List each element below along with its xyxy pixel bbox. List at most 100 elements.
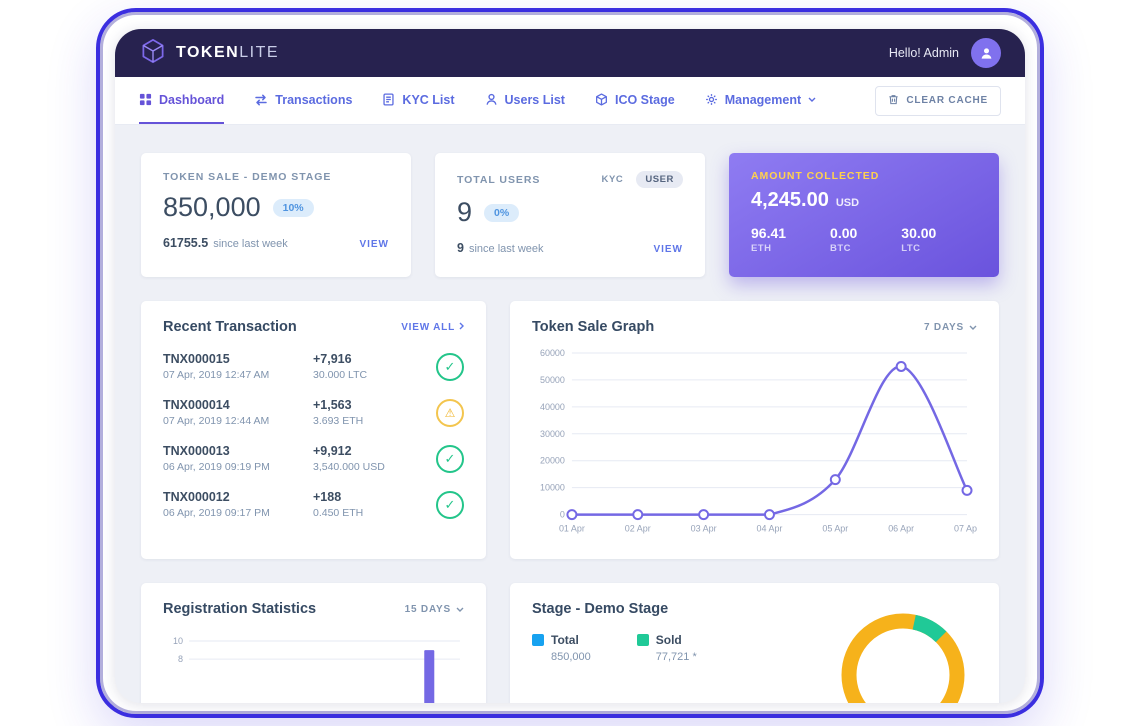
transaction-row[interactable]: TNX000014 07 Apr, 2019 12:44 AM +1,563 3.6… <box>163 398 464 427</box>
amount-collected-card: AMOUNT COLLECTED 4,245.00 USD 96.41 ETH … <box>729 153 999 277</box>
svg-text:03 Apr: 03 Apr <box>691 524 717 534</box>
greeting-text: Hello! Admin <box>888 46 959 60</box>
tokenlite-logo-icon <box>139 37 167 70</box>
swap-arrows-icon <box>254 93 268 107</box>
svg-text:20000: 20000 <box>540 456 565 466</box>
stage-card: Stage - Demo Stage Total 850,000 <box>510 583 999 703</box>
nav-label: Management <box>724 92 802 107</box>
nav-label: Transactions <box>275 92 353 107</box>
person-icon <box>981 47 991 59</box>
status-icon: ✓ <box>436 352 464 381</box>
legend-item-sold: Sold 77,721 * <box>636 633 697 663</box>
total-users-value: 9 <box>457 197 473 227</box>
amount-value: 4,245.00 <box>751 189 829 211</box>
amount-unit: USD <box>835 197 860 209</box>
token-sale-line-chart: 0 10000 20000 30000 40000 50000 60000 01 Apr 02 … <box>540 348 980 534</box>
grid-icon <box>139 93 152 106</box>
svg-text:8: 8 <box>178 654 183 664</box>
token-sale-delta: 61755.5 <box>163 236 209 250</box>
token-sale-graph-card: Token Sale Graph 7 DAYS 0 10000 20000 30000… <box>510 301 999 559</box>
card-title: Stage - Demo Stage <box>532 601 669 617</box>
users-kyc-toggle: KYC USER <box>593 171 683 188</box>
stage-donut-chart <box>841 613 965 703</box>
kyc-tab[interactable]: KYC <box>601 174 624 185</box>
nav-item-transactions[interactable]: Transactions <box>254 77 352 124</box>
view-all-link[interactable]: VIEW ALL <box>401 322 464 333</box>
top-bar: TOKENLITE Hello! Admin <box>115 29 1025 77</box>
status-icon: ✓ <box>436 490 464 519</box>
nav-item-users-list[interactable]: Users List <box>485 77 565 124</box>
nav-item-kyc-list[interactable]: KYC List <box>382 77 455 124</box>
currency-btc: 0.00 BTC <box>830 225 858 254</box>
nav-item-ico-stage[interactable]: ICO Stage <box>595 77 675 124</box>
svg-text:04 Apr: 04 Apr <box>756 524 782 534</box>
registration-statistics-card: Registration Statistics 15 DAYS 10 8 <box>141 583 486 703</box>
view-link[interactable]: VIEW <box>359 239 389 250</box>
nav-items: Dashboard Transactions KYC List Users Li… <box>139 77 875 124</box>
stage-legend: Total 850,000 Sold 77,721 * <box>532 633 977 663</box>
view-link[interactable]: VIEW <box>653 244 683 255</box>
delta-caption: since last week <box>468 243 544 255</box>
recent-transactions-card: Recent Transaction VIEW ALL TNX000015 07 … <box>141 301 486 559</box>
card-label: AMOUNT COLLECTED <box>751 170 880 182</box>
card-title: Recent Transaction <box>163 319 297 335</box>
registration-bar-chart: 10 8 <box>173 636 460 703</box>
svg-text:10000: 10000 <box>540 483 565 493</box>
card-title: Registration Statistics <box>163 601 317 617</box>
app-window: TOKENLITE Hello! Admin Dashboard <box>115 29 1025 703</box>
user-icon <box>485 93 498 106</box>
total-users-card: TOTAL USERS KYC USER 9 0% 9 since last w… <box>435 153 705 277</box>
svg-text:06 Apr: 06 Apr <box>888 524 914 534</box>
dashboard-content: TOKEN SALE - DEMO STAGE 850,000 10% 6175… <box>115 125 1025 703</box>
svg-text:02 Apr: 02 Apr <box>625 524 651 534</box>
card-title: Token Sale Graph <box>532 319 655 335</box>
svg-text:01 Apr: 01 Apr <box>559 524 585 534</box>
chevron-down-icon <box>969 322 977 333</box>
chevron-down-icon <box>808 97 816 102</box>
token-sale-badge: 10% <box>272 198 314 217</box>
svg-text:30000: 30000 <box>540 429 565 439</box>
svg-text:10: 10 <box>173 636 183 646</box>
brand-name: TOKENLITE <box>176 44 280 61</box>
brand[interactable]: TOKENLITE <box>139 37 279 70</box>
svg-text:60000: 60000 <box>540 348 565 358</box>
range-dropdown[interactable]: 7 DAYS <box>924 322 977 333</box>
card-label: TOKEN SALE - DEMO STAGE <box>163 171 332 183</box>
svg-text:50000: 50000 <box>540 375 565 385</box>
sold-swatch <box>636 634 649 646</box>
status-icon: ⚠ <box>436 398 464 427</box>
top-bar-right: Hello! Admin <box>889 38 1001 68</box>
nav-label: Users List <box>504 92 565 107</box>
currency-eth: 96.41 ETH <box>751 225 787 254</box>
nav-item-dashboard[interactable]: Dashboard <box>139 77 225 124</box>
user-tab[interactable]: USER <box>636 171 683 188</box>
device-frame: TOKENLITE Hello! Admin Dashboard <box>96 8 1044 718</box>
clear-cache-label: CLEAR CACHE <box>906 95 988 106</box>
transaction-row[interactable]: TNX000012 06 Apr, 2019 09:17 PM +188 0.450… <box>163 490 464 519</box>
transaction-row[interactable]: TNX000013 06 Apr, 2019 09:19 PM +9,912 3,5… <box>163 444 464 473</box>
total-swatch <box>532 634 544 646</box>
legend-item-total: Total 850,000 <box>532 633 591 663</box>
main-nav: Dashboard Transactions KYC List Users Li… <box>115 77 1025 125</box>
total-users-delta: 9 <box>457 241 464 255</box>
user-avatar[interactable] <box>971 38 1001 68</box>
cube-icon <box>595 93 608 106</box>
total-users-badge: 0% <box>484 203 520 222</box>
trash-icon <box>888 94 899 108</box>
nav-label: ICO Stage <box>614 92 675 107</box>
gear-icon <box>705 93 718 106</box>
clear-cache-button[interactable]: CLEAR CACHE <box>875 85 1001 116</box>
svg-text:40000: 40000 <box>540 402 565 412</box>
nav-label: Dashboard <box>159 92 225 107</box>
range-dropdown[interactable]: 15 DAYS <box>405 604 464 615</box>
currency-ltc: 30.00 LTC <box>901 225 937 254</box>
svg-text:0: 0 <box>560 510 565 520</box>
chevron-down-icon <box>456 604 464 615</box>
delta-caption: since last week <box>213 238 288 250</box>
transaction-row[interactable]: TNX000015 07 Apr, 2019 12:47 AM +7,916 30.… <box>163 352 464 381</box>
nav-item-management[interactable]: Management <box>705 77 816 124</box>
file-list-icon <box>382 93 395 106</box>
token-sale-value: 850,000 <box>163 192 261 222</box>
nav-label: KYC List <box>402 92 455 107</box>
card-label: TOTAL USERS <box>457 173 541 186</box>
